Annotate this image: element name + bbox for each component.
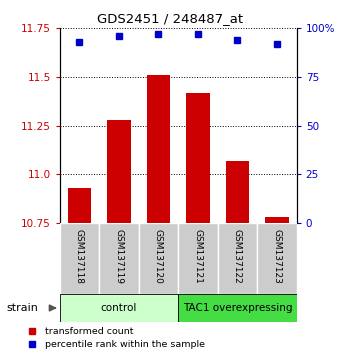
Text: GSM137120: GSM137120 [154, 229, 163, 284]
Bar [99, 223, 139, 294]
Text: GSM137118: GSM137118 [75, 229, 84, 284]
Bar [218, 223, 257, 294]
Bar [68, 188, 91, 223]
Bar [60, 294, 178, 322]
Text: GSM137123: GSM137123 [272, 229, 281, 284]
Bar [147, 75, 170, 223]
Bar [226, 161, 249, 223]
Text: strain: strain [7, 303, 39, 313]
Bar [265, 217, 289, 223]
Bar [178, 294, 297, 322]
Text: control: control [101, 303, 137, 313]
Bar [257, 223, 297, 294]
Bar [60, 223, 99, 294]
Legend: transformed count, percentile rank within the sample: transformed count, percentile rank withi… [18, 324, 209, 353]
Text: GSM137122: GSM137122 [233, 229, 242, 284]
Bar [139, 223, 178, 294]
Text: GSM137119: GSM137119 [115, 229, 123, 284]
Bar [186, 93, 210, 223]
Text: GSM137121: GSM137121 [193, 229, 203, 284]
Text: TAC1 overexpressing: TAC1 overexpressing [183, 303, 292, 313]
Bar [107, 120, 131, 223]
Text: GDS2451 / 248487_at: GDS2451 / 248487_at [98, 12, 243, 25]
Bar [178, 223, 218, 294]
